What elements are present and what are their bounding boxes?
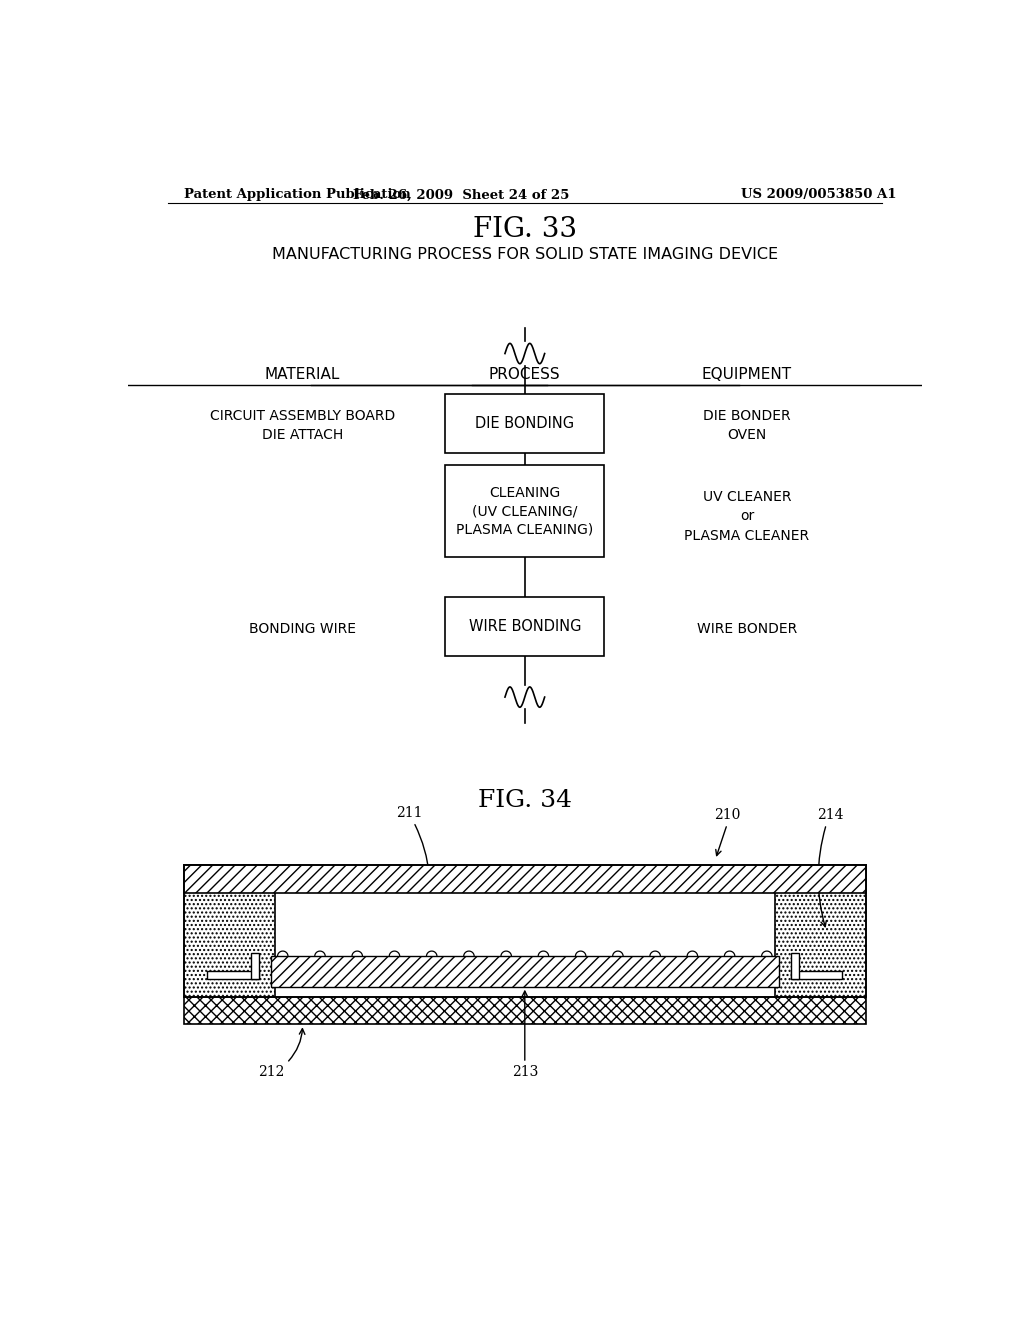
- Text: CIRCUIT ASSEMBLY BOARD
DIE ATTACH: CIRCUIT ASSEMBLY BOARD DIE ATTACH: [210, 409, 395, 442]
- Text: 212: 212: [258, 1065, 284, 1078]
- Text: FIG. 33: FIG. 33: [473, 216, 577, 243]
- Text: Patent Application Publication: Patent Application Publication: [183, 189, 411, 202]
- Text: DIE BONDING: DIE BONDING: [475, 416, 574, 432]
- Text: US 2009/0053850 A1: US 2009/0053850 A1: [740, 189, 896, 202]
- Text: WIRE BONDER: WIRE BONDER: [697, 622, 797, 636]
- Text: UV CLEANER
or
PLASMA CLEANER: UV CLEANER or PLASMA CLEANER: [684, 490, 810, 543]
- Bar: [183, 997, 866, 1024]
- Text: MATERIAL: MATERIAL: [265, 367, 340, 381]
- Text: 213: 213: [512, 1065, 538, 1078]
- Text: WIRE BONDING: WIRE BONDING: [469, 619, 581, 635]
- Bar: [207, 970, 259, 978]
- Bar: [445, 598, 604, 656]
- Bar: [775, 865, 866, 997]
- Text: BONDING WIRE: BONDING WIRE: [249, 622, 356, 636]
- Bar: [445, 395, 604, 453]
- Bar: [183, 997, 866, 1024]
- Text: Feb. 26, 2009  Sheet 24 of 25: Feb. 26, 2009 Sheet 24 of 25: [353, 189, 569, 202]
- Bar: [775, 865, 866, 997]
- Text: 210: 210: [714, 808, 740, 822]
- Text: CLEANING
(UV CLEANING/
PLASMA CLEANING): CLEANING (UV CLEANING/ PLASMA CLEANING): [456, 486, 594, 536]
- Bar: [791, 970, 842, 978]
- Text: 211: 211: [396, 807, 423, 820]
- Text: 214: 214: [817, 808, 844, 822]
- Text: DIE BONDER
OVEN: DIE BONDER OVEN: [703, 409, 791, 442]
- Bar: [251, 953, 259, 978]
- Bar: [183, 865, 274, 997]
- Text: EQUIPMENT: EQUIPMENT: [701, 367, 793, 381]
- Bar: [270, 956, 779, 987]
- Bar: [270, 956, 779, 987]
- Bar: [791, 953, 799, 978]
- Bar: [183, 865, 866, 894]
- Bar: [183, 865, 866, 894]
- Bar: [183, 865, 866, 997]
- Bar: [183, 865, 274, 997]
- Bar: [445, 466, 604, 557]
- Text: PROCESS: PROCESS: [489, 367, 560, 381]
- Text: MANUFACTURING PROCESS FOR SOLID STATE IMAGING DEVICE: MANUFACTURING PROCESS FOR SOLID STATE IM…: [271, 247, 778, 263]
- Text: FIG. 34: FIG. 34: [478, 789, 571, 812]
